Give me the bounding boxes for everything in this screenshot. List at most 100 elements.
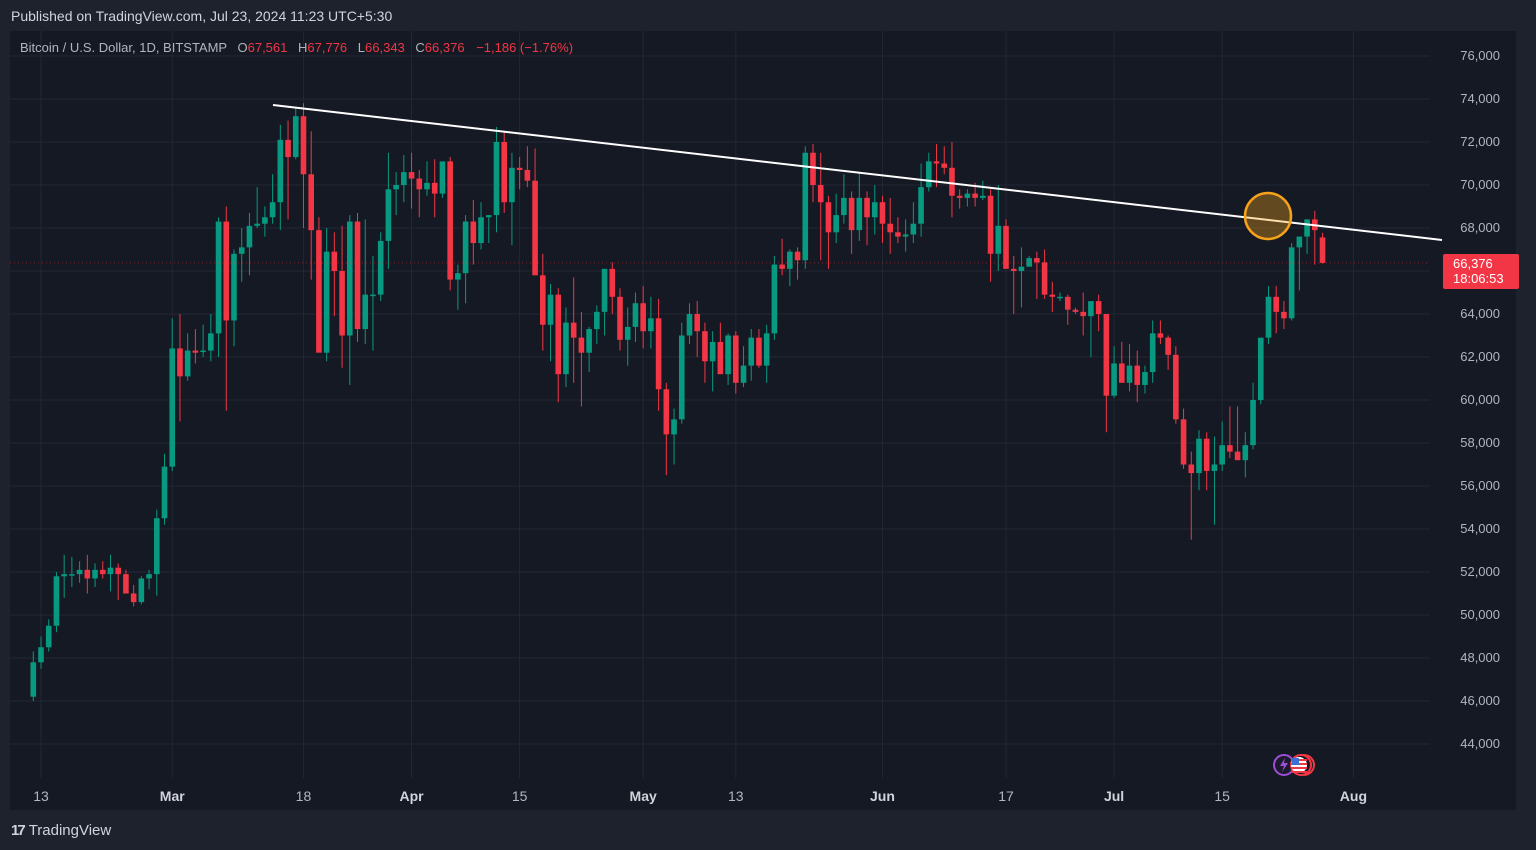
candle bbox=[740, 346, 747, 388]
candle bbox=[895, 217, 901, 244]
candle bbox=[347, 215, 353, 385]
candle bbox=[447, 157, 453, 291]
candle bbox=[1041, 249, 1048, 299]
candle bbox=[709, 331, 716, 392]
high-value: 67,776 bbox=[307, 40, 348, 55]
candle bbox=[848, 191, 855, 254]
candle bbox=[1003, 219, 1009, 269]
candle bbox=[617, 288, 623, 351]
last-price: 66,376 bbox=[1453, 256, 1493, 271]
candle bbox=[269, 174, 276, 224]
candle bbox=[431, 159, 438, 218]
candle bbox=[1319, 232, 1326, 264]
candle bbox=[717, 322, 724, 375]
candle bbox=[1188, 451, 1195, 540]
economic-events[interactable] bbox=[1272, 753, 1322, 777]
candle bbox=[555, 288, 562, 403]
candle bbox=[1095, 294, 1102, 332]
candle bbox=[478, 202, 484, 250]
candle bbox=[69, 556, 75, 588]
time-tick: May bbox=[629, 788, 657, 804]
candle bbox=[601, 268, 608, 336]
candle bbox=[370, 255, 376, 351]
candle bbox=[655, 298, 662, 411]
bar-countdown: 18:06:53 bbox=[1453, 271, 1504, 286]
candle bbox=[833, 193, 839, 244]
candle bbox=[1072, 307, 1079, 314]
price-tick: 62,000 bbox=[1460, 349, 1500, 364]
candle bbox=[532, 148, 538, 276]
published-header: Published on TradingView.com, Jul 23, 20… bbox=[11, 8, 393, 24]
candle bbox=[262, 206, 268, 237]
last-price-tag: 66,376 18:06:53 bbox=[1443, 254, 1519, 289]
candle bbox=[455, 264, 461, 310]
candle bbox=[1196, 430, 1202, 491]
candle bbox=[1165, 335, 1171, 370]
close-value: 66,376 bbox=[424, 40, 465, 55]
candle bbox=[964, 189, 971, 207]
change-value: −1,186 (−1.76%) bbox=[476, 40, 574, 55]
candle bbox=[393, 172, 399, 216]
candle bbox=[424, 161, 430, 196]
candle bbox=[887, 197, 893, 254]
candle bbox=[1111, 346, 1117, 398]
candle bbox=[547, 283, 554, 362]
candle bbox=[161, 453, 168, 525]
price-tick: 54,000 bbox=[1460, 521, 1500, 536]
candle bbox=[115, 563, 121, 600]
time-tick: 15 bbox=[511, 788, 528, 804]
candle bbox=[825, 195, 832, 269]
trendline[interactable] bbox=[272, 104, 1443, 241]
candle bbox=[308, 131, 314, 280]
candle bbox=[1018, 247, 1025, 308]
candle bbox=[748, 329, 755, 381]
candle bbox=[408, 152, 415, 209]
candle bbox=[192, 329, 199, 364]
low-value: 66,343 bbox=[365, 40, 405, 55]
candle bbox=[285, 120, 291, 220]
candle bbox=[331, 232, 338, 317]
candle bbox=[154, 509, 160, 596]
time-tick: Apr bbox=[399, 788, 424, 804]
symbol-title: Bitcoin / U.S. Dollar, 1D, BITSTAMP bbox=[20, 40, 227, 55]
candle bbox=[941, 146, 948, 175]
candle bbox=[385, 152, 392, 269]
footer-brand[interactable]: 17 TradingView bbox=[11, 822, 111, 839]
highlight-circle[interactable] bbox=[1243, 191, 1293, 241]
candle bbox=[1049, 281, 1056, 312]
candle bbox=[787, 249, 793, 287]
price-tick: 74,000 bbox=[1460, 91, 1500, 106]
price-tick: 58,000 bbox=[1460, 435, 1500, 450]
time-tick: 15 bbox=[1214, 788, 1230, 804]
candle bbox=[1034, 251, 1040, 299]
candle bbox=[323, 228, 330, 362]
candle bbox=[184, 333, 191, 381]
price-tick: 50,000 bbox=[1460, 607, 1500, 622]
candle bbox=[107, 554, 114, 592]
candle bbox=[123, 569, 129, 594]
us-flag-event-icon[interactable] bbox=[1290, 754, 1315, 776]
time-tick: Jun bbox=[870, 788, 895, 804]
candle bbox=[45, 619, 52, 652]
candle bbox=[771, 255, 778, 340]
candle bbox=[794, 247, 801, 280]
candle bbox=[733, 331, 739, 394]
candle bbox=[609, 262, 616, 314]
candle bbox=[316, 217, 322, 353]
candle bbox=[362, 219, 369, 345]
candle bbox=[810, 144, 816, 203]
candle bbox=[516, 157, 523, 190]
candle bbox=[725, 333, 731, 385]
candle bbox=[493, 126, 500, 233]
candle bbox=[246, 212, 253, 276]
candle bbox=[624, 307, 631, 366]
candle bbox=[1126, 344, 1133, 392]
candle bbox=[594, 305, 600, 345]
time-tick: 13 bbox=[33, 788, 49, 804]
candle bbox=[509, 152, 515, 246]
candle bbox=[300, 103, 307, 228]
open-value: 67,561 bbox=[247, 40, 288, 55]
candle bbox=[980, 180, 986, 201]
candle bbox=[1026, 255, 1032, 267]
